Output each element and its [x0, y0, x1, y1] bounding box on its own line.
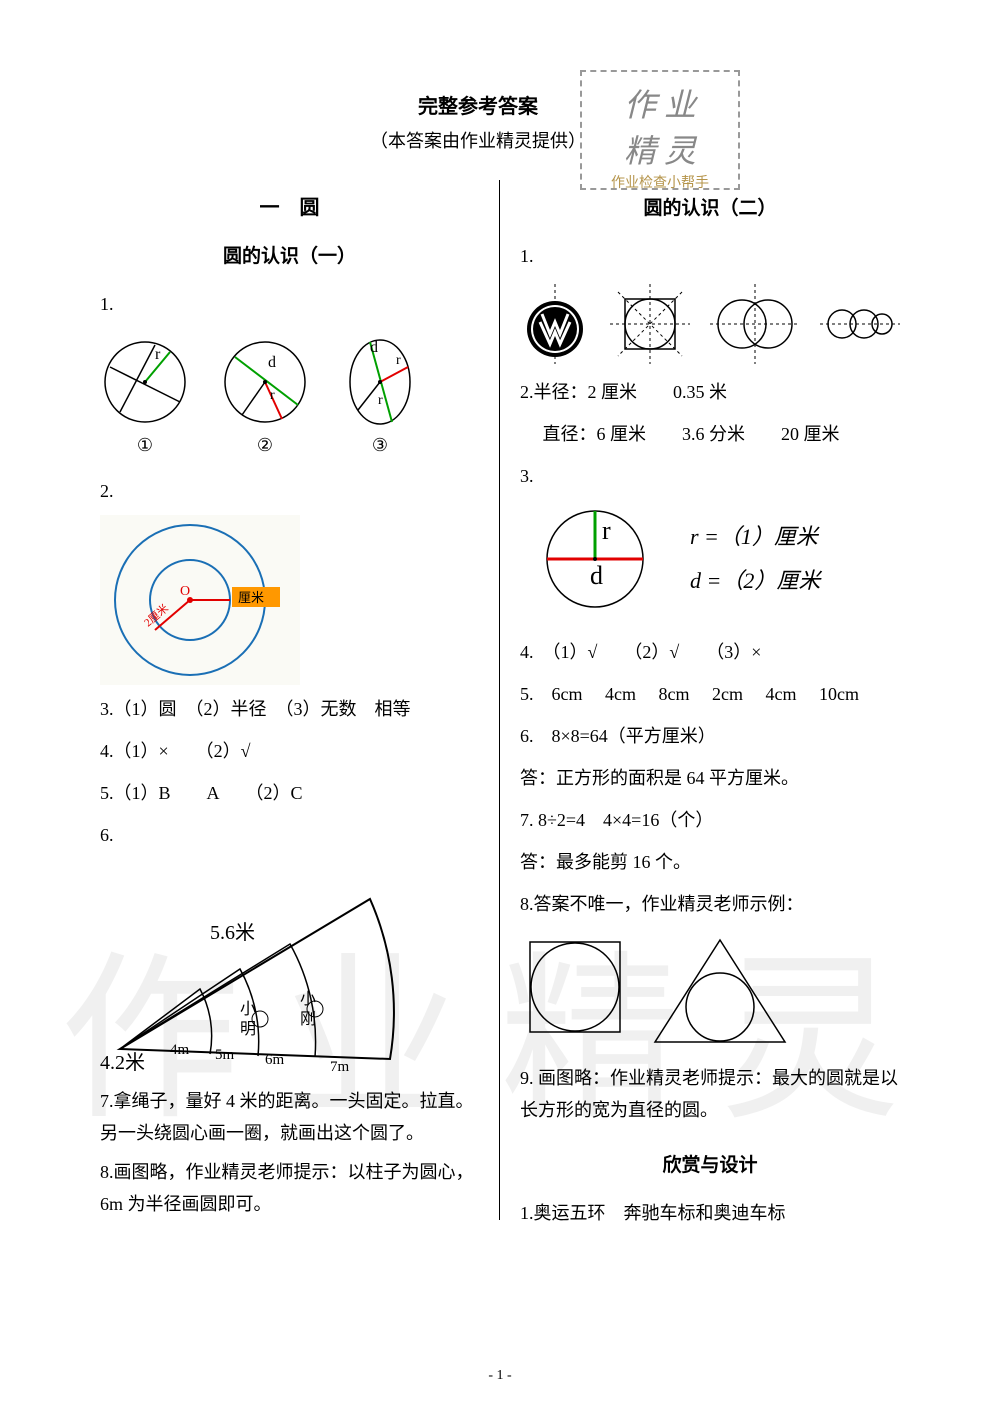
q2-figure: O 厘米 2厘米 [100, 515, 479, 685]
c3-d: d [370, 339, 378, 356]
q3: 3.（1）圆 （2）半径 （3）无数 相等 [100, 691, 479, 727]
rq7a: 答：最多能剪 16 个。 [520, 844, 900, 880]
q2-O: O [180, 584, 190, 599]
rq2b: 直径：6 厘米 3.6 分米 20 厘米 [520, 416, 900, 452]
c2-num: ② [220, 427, 310, 463]
page-subtitle: （本答案由作业精灵提供） [370, 127, 586, 153]
rq2: 2.半径：2 厘米 0.35 米 [520, 374, 900, 410]
section-title-left: 圆的认识（一） [100, 238, 479, 276]
section2-title: 欣赏与设计 [520, 1147, 900, 1185]
circle-2: d r ② [220, 337, 310, 463]
rq3-label: 3. [520, 458, 900, 494]
q4: 4.（1）× （2）√ [100, 733, 479, 769]
c3-num: ③ [340, 427, 420, 463]
watermark-badge: 作 业 精 灵 作业检查小帮手 [580, 70, 740, 190]
circle-1: r ① [100, 337, 190, 463]
q5: 5.（1）B A （2）C [100, 775, 479, 811]
page-header: 完整参考答案 （本答案由作业精灵提供） [370, 90, 586, 153]
q1-label: 1. [100, 286, 479, 322]
section-title-right: 圆的认识（二） [520, 190, 900, 228]
two-circles-icon [710, 284, 800, 364]
c1-r: r [155, 346, 161, 363]
q8: 8.画图略，作业精灵老师提示：以柱子为圆心，6m 为半径画圆即可。 [100, 1156, 479, 1221]
rq6a: 答：正方形的面积是 64 平方厘米。 [520, 760, 900, 796]
square-circle-icon [610, 284, 690, 364]
rq3-eq1: r =（1）厘米 [690, 515, 820, 559]
c1-num: ① [100, 427, 190, 463]
c3-r: r [396, 353, 401, 368]
symmetry-figures [520, 284, 900, 364]
rq3-d: d [590, 561, 603, 590]
q6-7m: 7m [330, 1059, 350, 1075]
rq1-label: 1. [520, 238, 900, 274]
q1-figures: r ① d r ② [100, 332, 479, 463]
rq6: 6. 8×8=64（平方厘米） [520, 718, 900, 754]
rq8-figure [520, 932, 900, 1052]
content-columns: 一 圆 圆的认识（一） 1. r ① [80, 180, 920, 1237]
rq3-eq2: d =（2）厘米 [690, 559, 820, 603]
wm-line2: 精 灵 [590, 126, 730, 172]
unit-title: 一 圆 [100, 188, 479, 228]
q2-cap: 厘米 [238, 590, 264, 605]
circle-3: d r r ③ [340, 332, 420, 463]
rq3-figure: r d r =（1）厘米 d =（2）厘米 [540, 504, 900, 614]
page-title: 完整参考答案 [370, 90, 586, 119]
three-circles-icon [820, 284, 900, 364]
q6-ming: 小 [240, 1000, 256, 1018]
q6-top: 5.6米 [210, 921, 255, 944]
c2-r: r [270, 388, 275, 403]
q2-label: 2. [100, 473, 479, 509]
q6-6m: 6m [265, 1052, 285, 1068]
rq8: 8.答案不唯一，作业精灵老师示例： [520, 886, 900, 922]
left-column: 一 圆 圆的认识（一） 1. r ① [80, 180, 499, 1237]
page-number: - 1 - [0, 1368, 1000, 1384]
rq9: 9. 画图略：作业精灵老师提示：最大的圆就是以长方形的宽为直径的圆。 [520, 1062, 900, 1127]
right-column: 圆的认识（二） 1. [500, 180, 920, 1237]
q6-label: 6. [100, 817, 479, 853]
rq4: 4. （1）√ （2）√ （3）× [520, 634, 900, 670]
rq5: 5. 6cm 4cm 8cm 2cm 4cm 10cm [520, 676, 900, 712]
wm-line1: 作 业 [590, 80, 730, 126]
q6-left: 4.2米 [100, 1051, 145, 1074]
svg-text:r: r [378, 393, 383, 408]
s2q1: 1.奥运五环 奔驰车标和奥迪车标 [520, 1195, 900, 1231]
q6-4m: 4m [170, 1042, 190, 1058]
rq3-r: r [602, 516, 611, 545]
q6-5m: 5m [215, 1047, 235, 1063]
q6-figure: 5.6米 小 明 小 刚 4m 5m 6m 7m 4.2米 [100, 859, 479, 1079]
c2-d: d [268, 354, 276, 371]
vw-logo-icon [520, 284, 590, 364]
rq7: 7. 8÷2=4 4×4=16（个） [520, 802, 900, 838]
q7: 7.拿绳子，量好 4 米的距离。一头固定。拉直。另一头绕圆心画一圈，就画出这个圆… [100, 1085, 479, 1150]
